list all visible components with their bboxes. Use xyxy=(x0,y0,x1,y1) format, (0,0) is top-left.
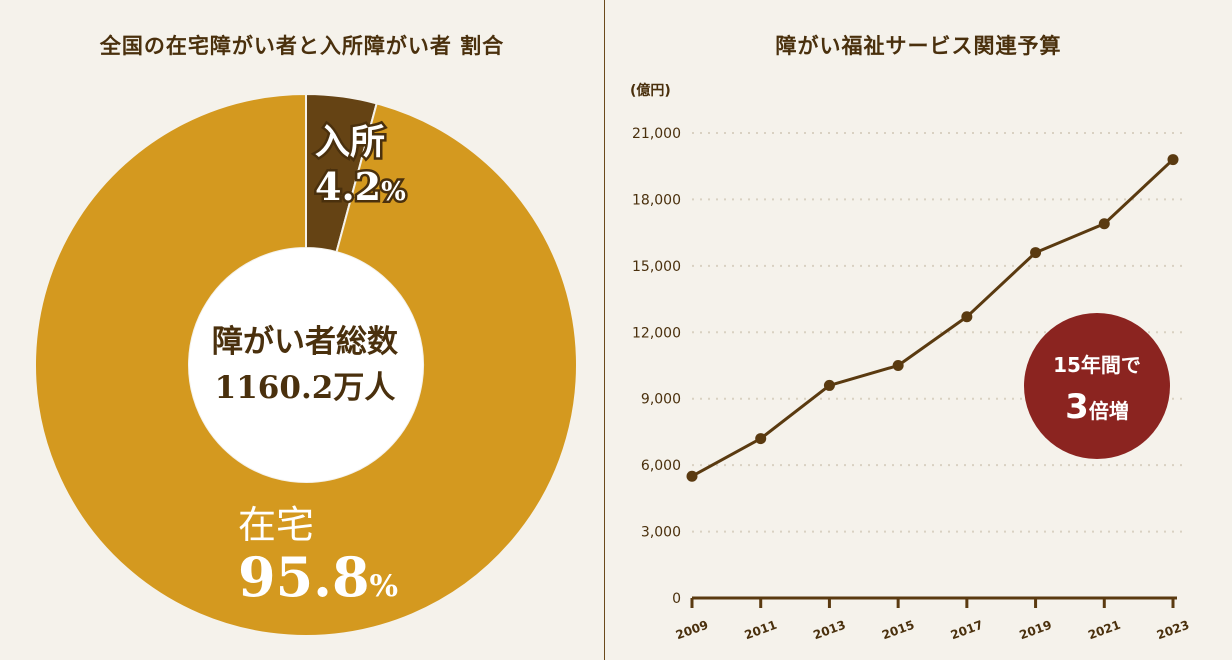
slice-value-nyusho: 4.2% xyxy=(315,164,406,209)
slice-value-nyusho-unit: % xyxy=(381,177,406,207)
y-tick-label: 15,000 xyxy=(632,259,681,275)
x-tick-label: 2019 xyxy=(1017,618,1053,643)
data-point xyxy=(823,379,835,391)
donut-slice-zaitaku xyxy=(33,92,578,637)
y-tick-label: 0 xyxy=(672,591,681,607)
data-point xyxy=(892,360,904,371)
share-chart-panel: 全国の在宅障がい者と入所障がい者 割合 入所 4.2% 障がい者総数 1160.… xyxy=(0,0,604,660)
y-tick-label: 18,000 xyxy=(632,192,681,208)
y-tick-label: 6,000 xyxy=(641,458,681,474)
annotation-line1: 15年間で xyxy=(1053,353,1141,377)
line-chart-title: 障がい福祉サービス関連予算 xyxy=(775,34,1062,58)
y-tick-label: 9,000 xyxy=(641,392,681,408)
data-point xyxy=(755,433,767,445)
y-axis-unit-label: (億円) xyxy=(630,82,671,99)
x-tick-label: 2021 xyxy=(1086,618,1122,643)
y-tick-label: 12,000 xyxy=(632,325,681,341)
budget-chart-panel: 障がい福祉サービス関連予算 (億円) 0 3,000 6,000 9,000 12,00… xyxy=(605,0,1232,660)
annotation-badge: 15年間で 3倍増 xyxy=(1024,313,1170,459)
center-label-line2: 1160.2万人 xyxy=(215,370,396,406)
x-tick-label: 2017 xyxy=(949,618,985,643)
y-tick-label: 21,000 xyxy=(632,126,681,142)
slice-value-zaitaku-unit: % xyxy=(370,569,399,604)
x-tick-label: 2015 xyxy=(880,618,916,643)
data-point xyxy=(1030,247,1042,259)
slice-label-zaitaku: 在宅 xyxy=(238,503,314,547)
x-tick-label: 2009 xyxy=(674,618,710,643)
data-point xyxy=(686,470,698,482)
data-point xyxy=(961,311,973,323)
slice-value-nyusho-number: 4.2 xyxy=(315,164,381,209)
data-point xyxy=(1098,218,1110,230)
line-chart: (億円) 0 3,000 6,000 9,000 12,000 15,000 18,000 2… xyxy=(630,82,1191,643)
donut-center xyxy=(189,248,423,482)
x-tick-label: 2023 xyxy=(1155,618,1191,643)
slice-value-zaitaku: 95.8% xyxy=(238,545,398,609)
slice-label-nyusho: 入所 xyxy=(315,123,385,163)
annotation-line2: 3倍増 xyxy=(1065,387,1129,427)
donut-chart: 入所 4.2% 障がい者総数 1160.2万人 在宅 95.8% xyxy=(33,92,578,637)
y-tick-label: 3,000 xyxy=(641,525,681,541)
annotation-suffix: 倍増 xyxy=(1089,399,1129,423)
panel-divider xyxy=(604,0,605,660)
center-label-line1: 障がい者総数 xyxy=(212,324,398,360)
annotation-multiplier: 3 xyxy=(1065,387,1089,427)
slice-value-zaitaku-number: 95.8 xyxy=(238,545,370,609)
data-point xyxy=(1167,154,1179,166)
x-tick-label: 2011 xyxy=(743,618,779,643)
x-tick-label: 2013 xyxy=(811,618,847,643)
budget-series-line xyxy=(691,158,1175,478)
donut-chart-title: 全国の在宅障がい者と入所障がい者 割合 xyxy=(99,34,505,58)
